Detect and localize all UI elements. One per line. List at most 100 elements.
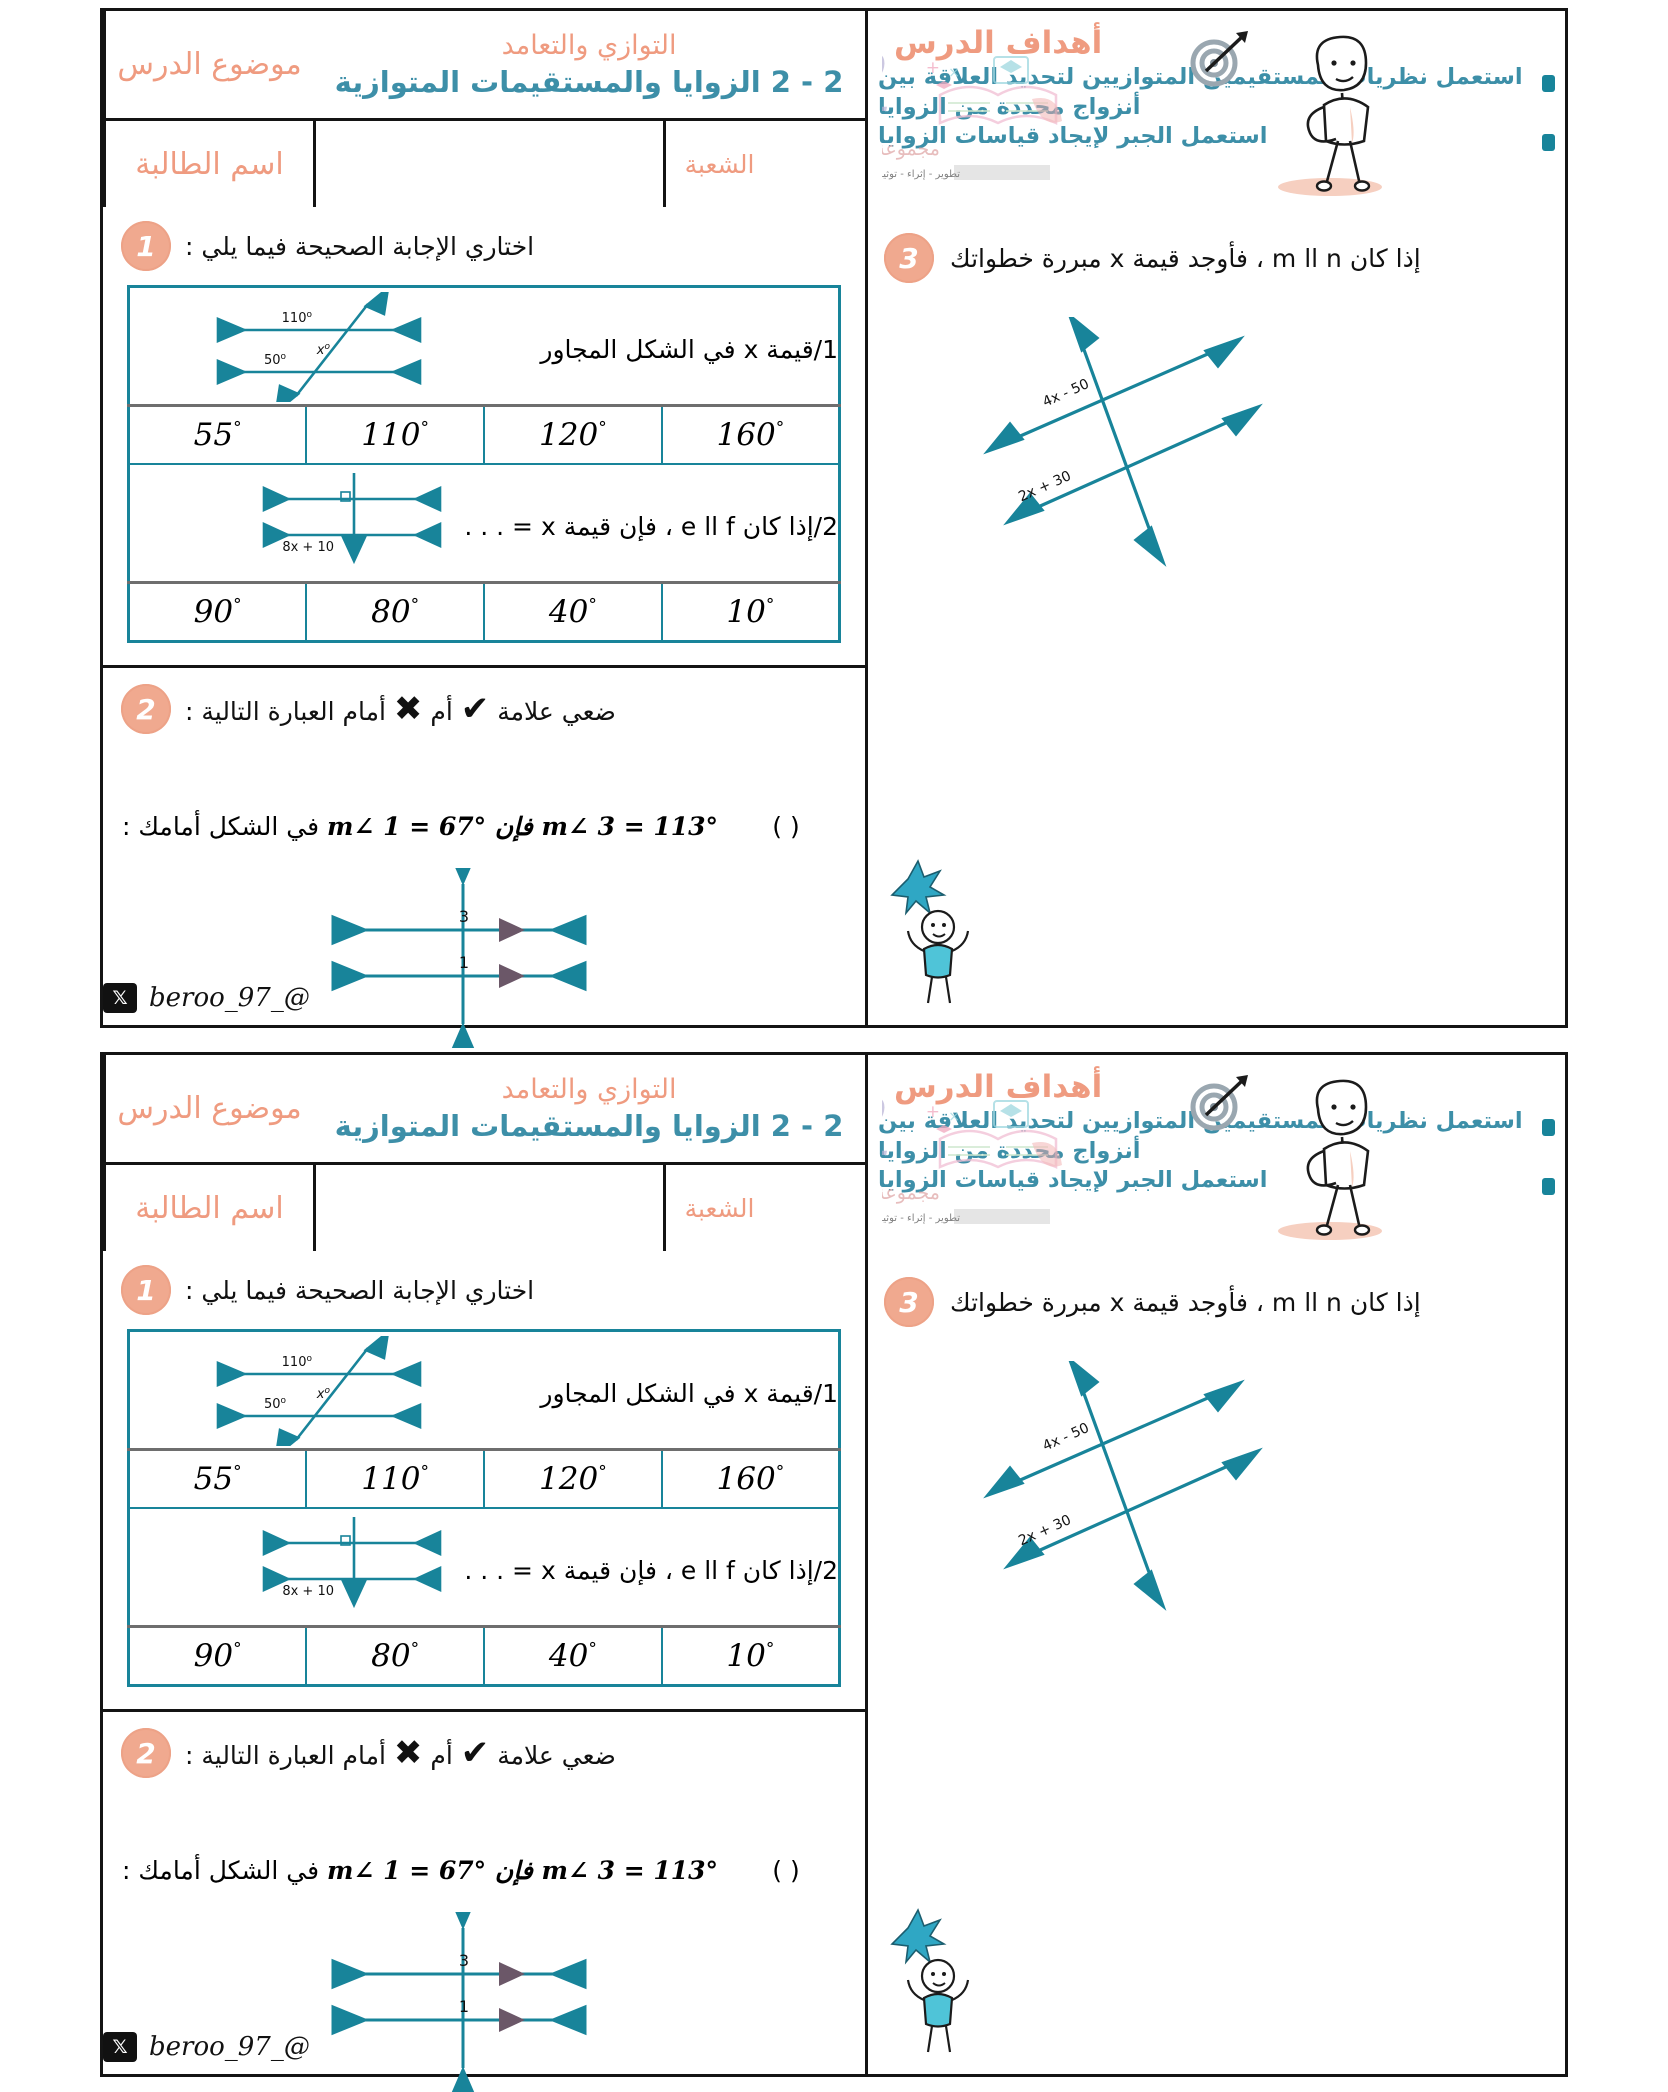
mcq-option[interactable]: 110° — [305, 1448, 485, 1509]
svg-text:110o: 110o — [282, 1354, 313, 1370]
credit-line: @_beroo_97 𝕏 — [103, 983, 839, 1013]
mcq-options-row-1: 160° 120° 110° 55° — [127, 1448, 841, 1509]
credit-line: @_beroo_97 𝕏 — [103, 2032, 839, 2062]
mcq-option[interactable]: 90° — [127, 1625, 308, 1687]
q2-prompt-before: ضعي علامة — [497, 697, 616, 726]
credit-handle: @_beroo_97 — [149, 983, 310, 1013]
mcq-option[interactable]: 10° — [660, 581, 841, 643]
answer-parentheses[interactable]: ( ) — [772, 812, 800, 841]
student-row: الشعبة اسم الطالبة — [103, 121, 865, 207]
mcq-option[interactable]: 10° — [660, 1625, 841, 1687]
question-2-statement: ( ) m∠ 3 = 113° فإن m∠ 1 = 67° في الشكل … — [121, 1856, 847, 1885]
question-3-panel: 3 إذا كان m ll n ، فأوجد قيمة x مبررة خط… — [865, 207, 1565, 1025]
student-name-input[interactable] — [313, 1165, 663, 1251]
question-3-header: 3 إذا كان m ll n ، فأوجد قيمة x مبررة خط… — [884, 233, 1549, 283]
mcq-option[interactable]: 90° — [127, 581, 308, 643]
student-name-input[interactable] — [313, 121, 663, 207]
svg-text:110o: 110o — [282, 310, 313, 326]
mcq-question-row: 2/إذا كان e ll f ، فإن قيمة x = . . . — [127, 1507, 841, 1628]
svg-text:4x - 50: 4x - 50 — [1040, 1420, 1091, 1455]
cross-mark-icon: ✖ — [393, 689, 423, 729]
sheet-body: 3 إذا كان m ll n ، فأوجد قيمة x مبررة خط… — [103, 207, 1565, 1048]
objective-item: استعمل الجبر لإيجاد قياسات الزوايا — [878, 1166, 1555, 1196]
figure-q3-parallel-lines: 4x - 50 2x + 30 — [983, 317, 1263, 567]
objective-item: استعمل الجبر لإيجاد قياسات الزوايا — [878, 122, 1555, 152]
statement-text: في الشكل أمامك : — [121, 812, 320, 841]
cross-mark-icon: ✖ — [393, 1733, 423, 1773]
mcq-option[interactable]: 80° — [305, 581, 485, 643]
figure-q1b-perpendicular: 8x + 10 — [262, 473, 442, 565]
svg-text:3: 3 — [459, 907, 469, 926]
bullet-icon — [1542, 75, 1555, 92]
objectives-title: أهداف الدرس — [894, 1069, 1103, 1105]
objective-text: استعمل الجبر لإيجاد قياسات الزوايا — [878, 123, 1268, 150]
mcq-item-1-cell: 1/قيمة x في الشكل المجاور — [127, 285, 841, 407]
mcq-option[interactable]: 160° — [660, 1448, 841, 1509]
mcq-option[interactable]: 110° — [305, 404, 485, 465]
student-name-label: اسم الطالبة — [103, 121, 313, 207]
svg-text:8x + 10: 8x + 10 — [282, 540, 334, 555]
figure-q2-angles: 3 1 — [331, 868, 587, 1048]
student-name-label: اسم الطالبة — [103, 1165, 313, 1251]
thinking-student-mascot — [1278, 35, 1382, 196]
mcq-option[interactable]: 40° — [483, 1625, 663, 1687]
sheet-header: R + × مجموعة رفعة الرياضيات تطوير - إثرا… — [103, 11, 1565, 207]
question-number-badge: 1 — [121, 221, 171, 271]
mcq-question-row: 1/قيمة x في الشكل المجاور — [127, 1329, 841, 1451]
bullet-icon — [1542, 1119, 1555, 1136]
section-input[interactable] — [773, 121, 865, 207]
mcq-option[interactable]: 120° — [483, 404, 663, 465]
section-input[interactable] — [773, 1165, 865, 1251]
figure-q3-parallel-lines: 4x - 50 2x + 30 — [983, 1361, 1263, 1611]
mcq-option[interactable]: 160° — [660, 404, 841, 465]
q2-prompt-middle: أم — [430, 697, 453, 726]
question-1-block: 1 اختاري الإجابة الصحيحة فيما يلي : 1/قي… — [103, 1251, 865, 1712]
lesson-info-table: التوازي والتعامد 2 - 2 الزوايا والمستقيم… — [103, 1055, 865, 1251]
question-1-prompt: اختاري الإجابة الصحيحة فيما يلي : — [185, 231, 535, 261]
answer-parentheses[interactable]: ( ) — [772, 1856, 800, 1885]
section-label: الشعبة — [663, 121, 773, 207]
svg-text:2x + 30: 2x + 30 — [1016, 468, 1073, 505]
mcq-option[interactable]: 120° — [483, 1448, 663, 1509]
q2-prompt-after: أمام العبارة التالية : — [185, 1741, 386, 1770]
topic-value: التوازي والتعامد 2 - 2 الزوايا والمستقيم… — [313, 11, 865, 118]
mcq-options-row-2: 10° 40° 80° 90° — [127, 1625, 841, 1687]
mcq-option[interactable]: 80° — [305, 1625, 485, 1687]
statement-math: m∠ 3 = 113° فإن m∠ 1 = 67° — [327, 1856, 719, 1885]
statement-text: في الشكل أمامك : — [121, 1856, 320, 1885]
topic-row: التوازي والتعامد 2 - 2 الزوايا والمستقيم… — [103, 1055, 865, 1165]
mcq-option[interactable]: 55° — [127, 1448, 308, 1509]
mcq-item-1-text: 1/قيمة x في الشكل المجاور — [540, 1378, 838, 1408]
lesson-info-table: التوازي والتعامد 2 - 2 الزوايا والمستقيم… — [103, 11, 865, 207]
mcq-option[interactable]: 55° — [127, 404, 308, 465]
question-2-header: 2 ضعي علامة ✔ أم ✖ أمام العبارة التالية … — [121, 1728, 847, 1778]
mcq-question-row: 1/قيمة x في الشكل المجاور — [127, 285, 841, 407]
mcq-table: 1/قيمة x في الشكل المجاور — [127, 285, 841, 643]
q2-prompt-before: ضعي علامة — [497, 1741, 616, 1770]
sheet-body: 3 إذا كان m ll n ، فأوجد قيمة x مبررة خط… — [103, 1251, 1565, 2092]
svg-text:تطوير - إثراء - توثيق: تطوير - إثراء - توثيق — [882, 169, 960, 180]
mcq-item-1-text: 1/قيمة x في الشكل المجاور — [540, 334, 838, 364]
objective-text: استعمل الجبر لإيجاد قياسات الزوايا — [878, 1167, 1268, 1194]
svg-text:8x + 10: 8x + 10 — [282, 1584, 334, 1599]
question-number-badge: 2 — [121, 684, 171, 734]
check-mark-icon: ✔ — [460, 1733, 490, 1773]
mcq-options-row-2: 10° 40° 80° 90° — [127, 581, 841, 643]
x-twitter-icon: 𝕏 — [103, 2032, 137, 2062]
question-number-badge: 1 — [121, 1265, 171, 1315]
topic-chapter: التوازي والتعامد — [501, 1074, 677, 1105]
topic-chapter: التوازي والتعامد — [501, 30, 677, 61]
topic-label: موضوع الدرس — [103, 11, 313, 118]
objectives-panel: R + × مجموعة رفعة الرياضيات تطوير - إثرا… — [865, 11, 1565, 207]
svg-text:1: 1 — [459, 1997, 469, 2016]
question-2-block: 2 ضعي علامة ✔ أم ✖ أمام العبارة التالية … — [103, 668, 865, 1048]
svg-text:2x + 30: 2x + 30 — [1016, 1512, 1073, 1549]
mcq-item-2-text: 2/إذا كان e ll f ، فإن قيمة x = . . . — [464, 1555, 838, 1585]
mcq-option[interactable]: 40° — [483, 581, 663, 643]
topic-label: موضوع الدرس — [103, 1055, 313, 1162]
svg-text:1: 1 — [459, 953, 469, 972]
bullet-icon — [1542, 134, 1555, 152]
question-3-header: 3 إذا كان m ll n ، فأوجد قيمة x مبررة خط… — [884, 1277, 1549, 1327]
question-number-badge: 2 — [121, 1728, 171, 1778]
